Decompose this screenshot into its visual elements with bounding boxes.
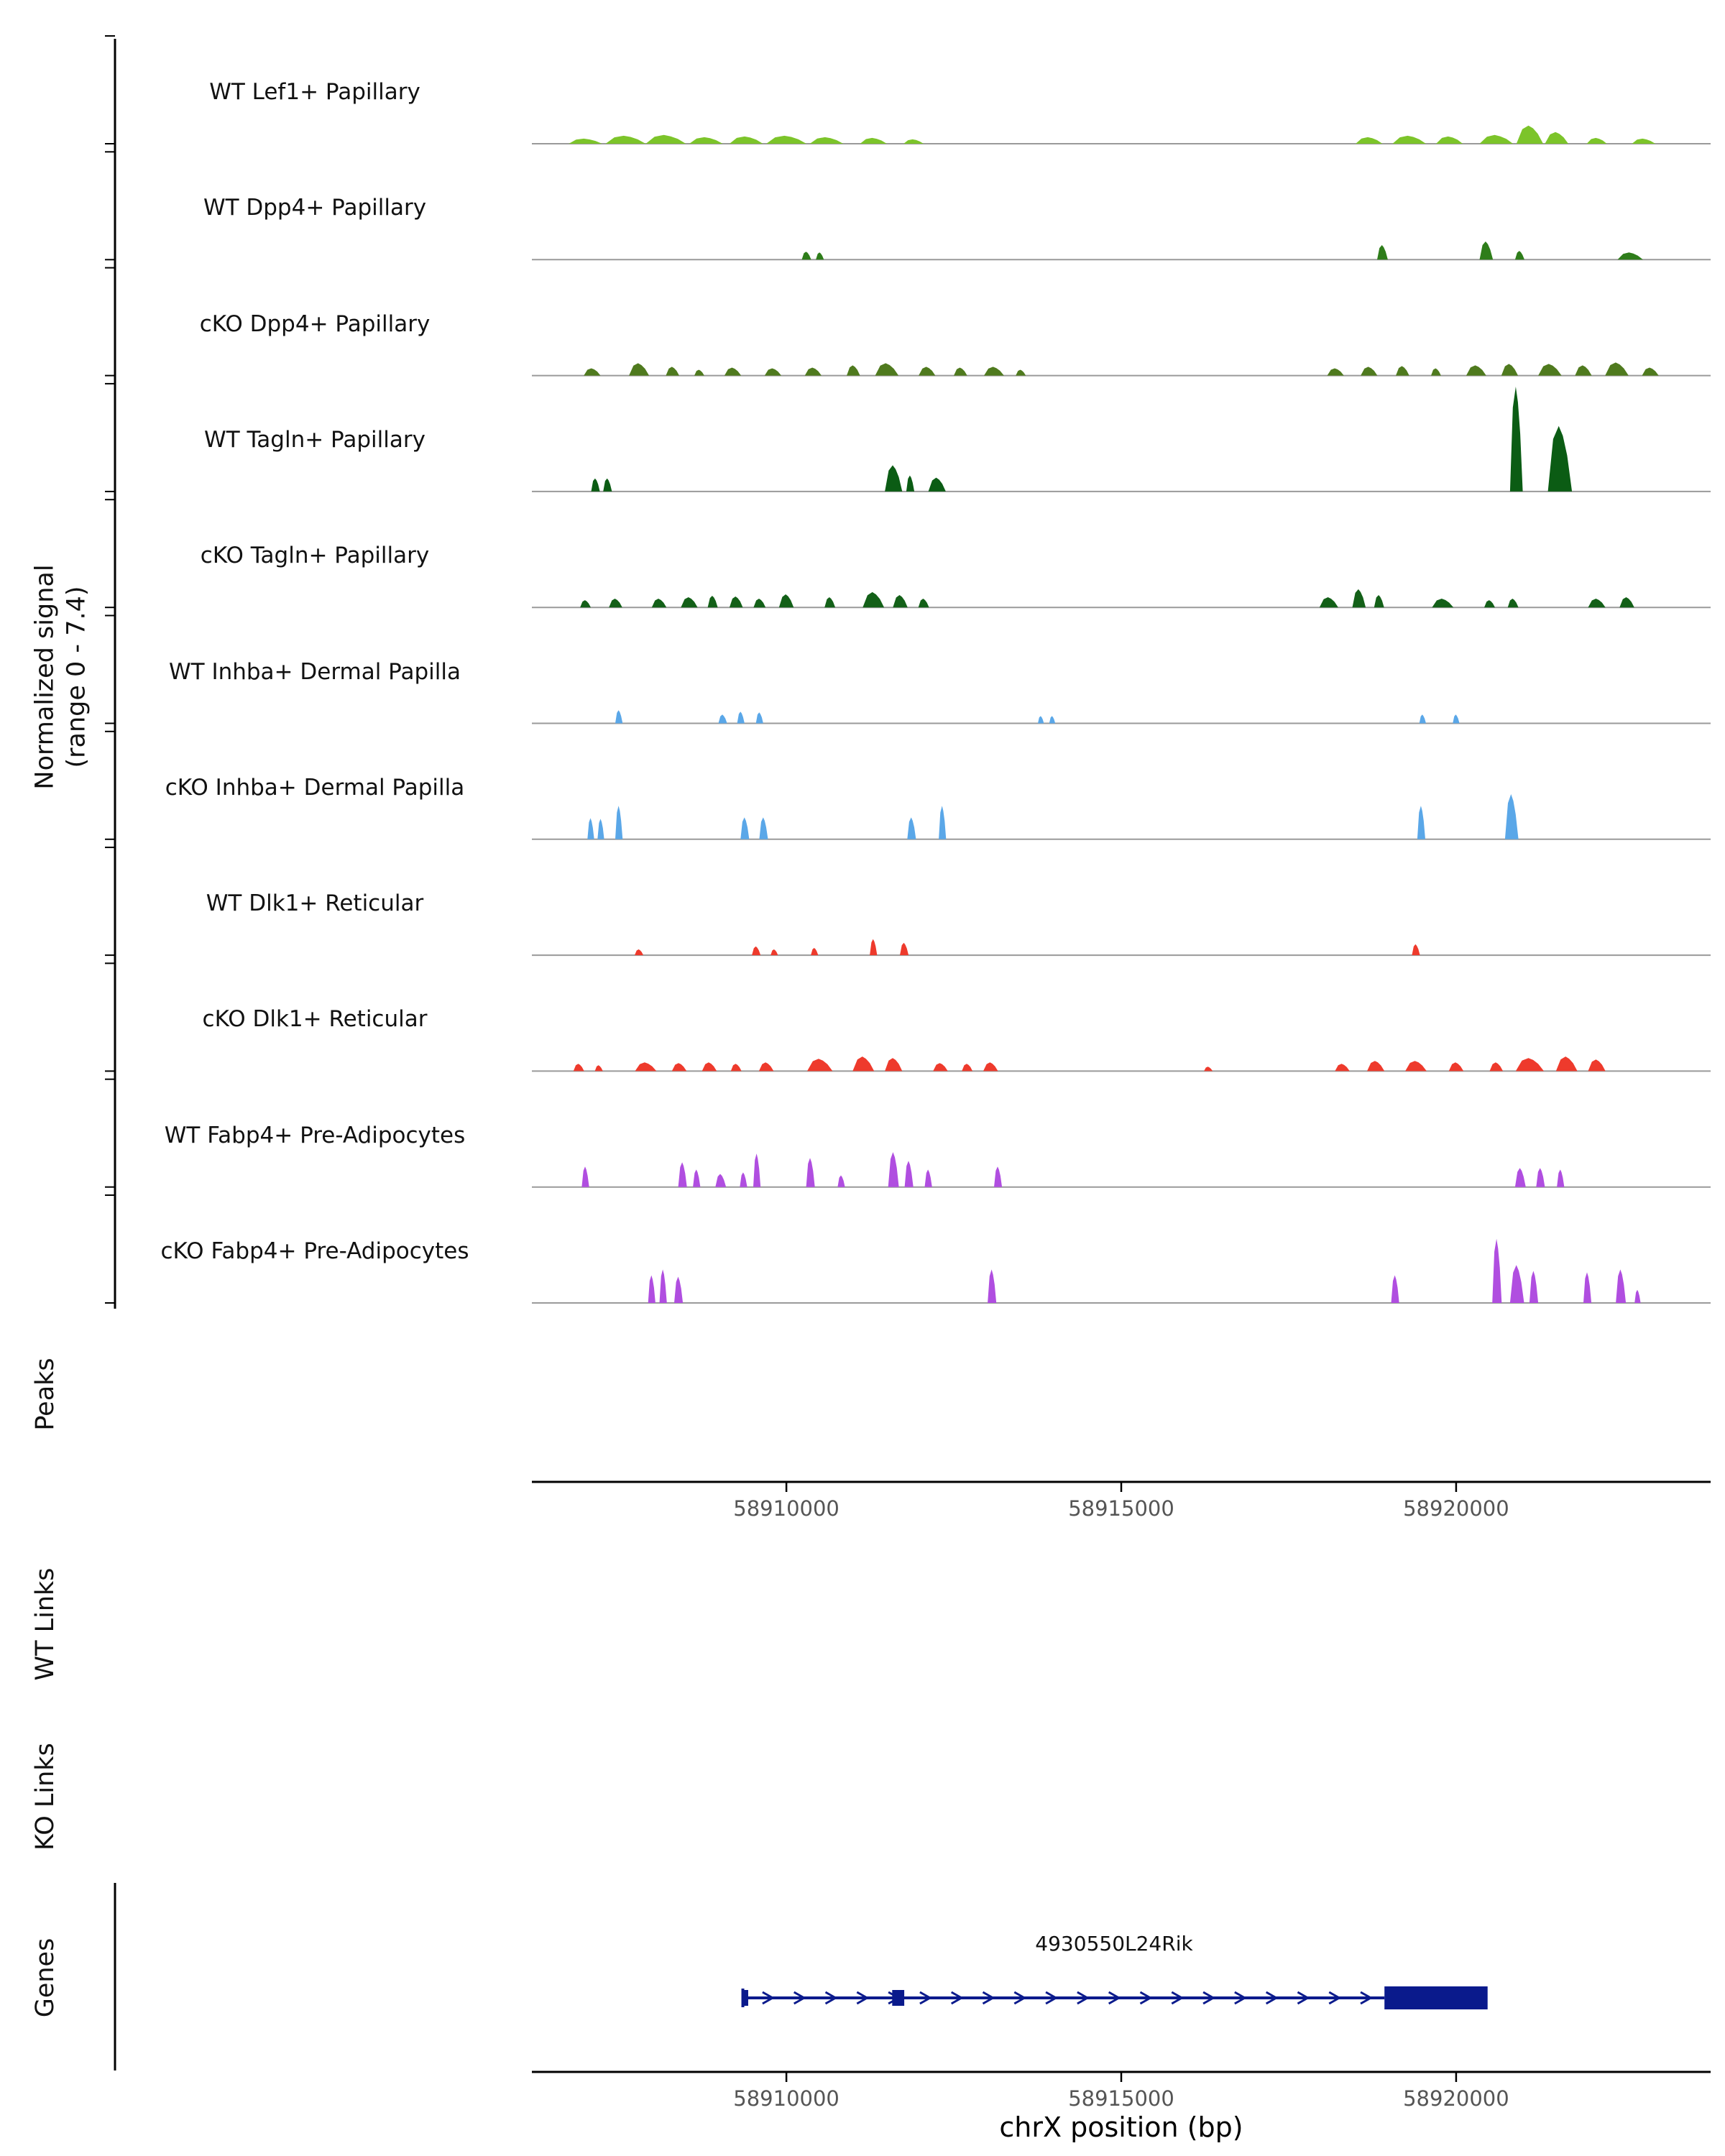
gene-strand-arrow <box>1077 1991 1090 2005</box>
track-label: cKO Tagln+ Papillary <box>200 543 430 569</box>
gene-name-label: 4930550L24Rik <box>1035 1932 1193 1955</box>
gene-strand-arrow <box>888 1991 901 2005</box>
track-label: WT Lef1+ Papillary <box>209 79 420 105</box>
track-signal <box>573 1056 1606 1072</box>
y-axis-title-line1: Normalized signal <box>30 564 60 790</box>
track-label: cKO Inhba+ Dermal Papilla <box>165 774 465 801</box>
track-label: cKO Dlk1+ Reticular <box>202 1006 428 1033</box>
gene-strand-arrow <box>1045 1991 1059 2005</box>
gene-strand-arrow <box>1328 1991 1342 2005</box>
track-signal <box>801 241 1643 260</box>
track-signal <box>584 362 1659 376</box>
axis-tick-label: 58910000 <box>733 2086 840 2111</box>
gene-strand-arrow <box>1108 1991 1121 2005</box>
gene-strand-arrow <box>1139 1991 1153 2005</box>
track-signal <box>580 589 1634 608</box>
gene-strand-arrow <box>1202 1991 1216 2005</box>
track-signal <box>648 1238 1641 1303</box>
axis-tick-label: 58915000 <box>1068 1496 1174 1521</box>
gene-strand-arrow <box>919 1991 932 2005</box>
track-signal <box>591 387 1573 492</box>
gene-strand-arrow <box>1360 1991 1374 2005</box>
section-label-peaks: Peaks <box>31 1358 60 1431</box>
track-signal <box>569 125 1656 144</box>
track-label: WT Inhba+ Dermal Papilla <box>169 658 461 685</box>
gene-strand-arrow <box>762 1991 775 2005</box>
gene-strand-arrow <box>1013 1991 1027 2005</box>
section-label-wt-links: WT Links <box>31 1567 60 1681</box>
track-label: cKO Fabp4+ Pre-Adipocytes <box>160 1238 469 1264</box>
gene-strand-arrow <box>1297 1991 1310 2005</box>
track-label: cKO Dpp4+ Papillary <box>199 310 431 337</box>
track-signal <box>581 1152 1565 1187</box>
x-axis-title: chrX position (bp) <box>999 2111 1243 2143</box>
track-label: WT Dlk1+ Reticular <box>206 890 424 917</box>
track-label: WT Tagln+ Papillary <box>204 426 426 453</box>
track-signal <box>587 794 1519 839</box>
track-label: WT Dpp4+ Papillary <box>203 195 427 221</box>
section-label-genes: Genes <box>31 1938 60 2018</box>
track-signal <box>635 939 1420 956</box>
gene-exon <box>742 1990 748 2006</box>
track-signal <box>615 710 1460 724</box>
gene-strand-arrow <box>1171 1991 1184 2005</box>
gene-strand-arrow <box>1265 1991 1279 2005</box>
axis-tick-label: 58915000 <box>1068 2086 1174 2111</box>
gene-strand-arrow <box>824 1991 838 2005</box>
axis-tick-label: 58910000 <box>733 1496 840 1521</box>
gene-strand-arrow <box>982 1991 995 2005</box>
axis-tick-label: 58920000 <box>1403 2086 1509 2111</box>
gene-strand-arrow <box>950 1991 964 2005</box>
track-label: WT Fabp4+ Pre-Adipocytes <box>164 1122 466 1148</box>
gene-strand-arrow <box>1234 1991 1247 2005</box>
y-axis-title: Normalized signal (range 0 - 7.4) <box>29 564 93 789</box>
section-label-ko-links: KO Links <box>31 1743 60 1851</box>
gene-strand-arrow <box>856 1991 870 2005</box>
axis-tick-label: 58920000 <box>1403 1496 1509 1521</box>
gene-exon-thick <box>1384 1986 1488 2009</box>
y-axis-title-line2: (range 0 - 7.4) <box>62 586 91 768</box>
gene-strand-arrow <box>793 1991 806 2005</box>
